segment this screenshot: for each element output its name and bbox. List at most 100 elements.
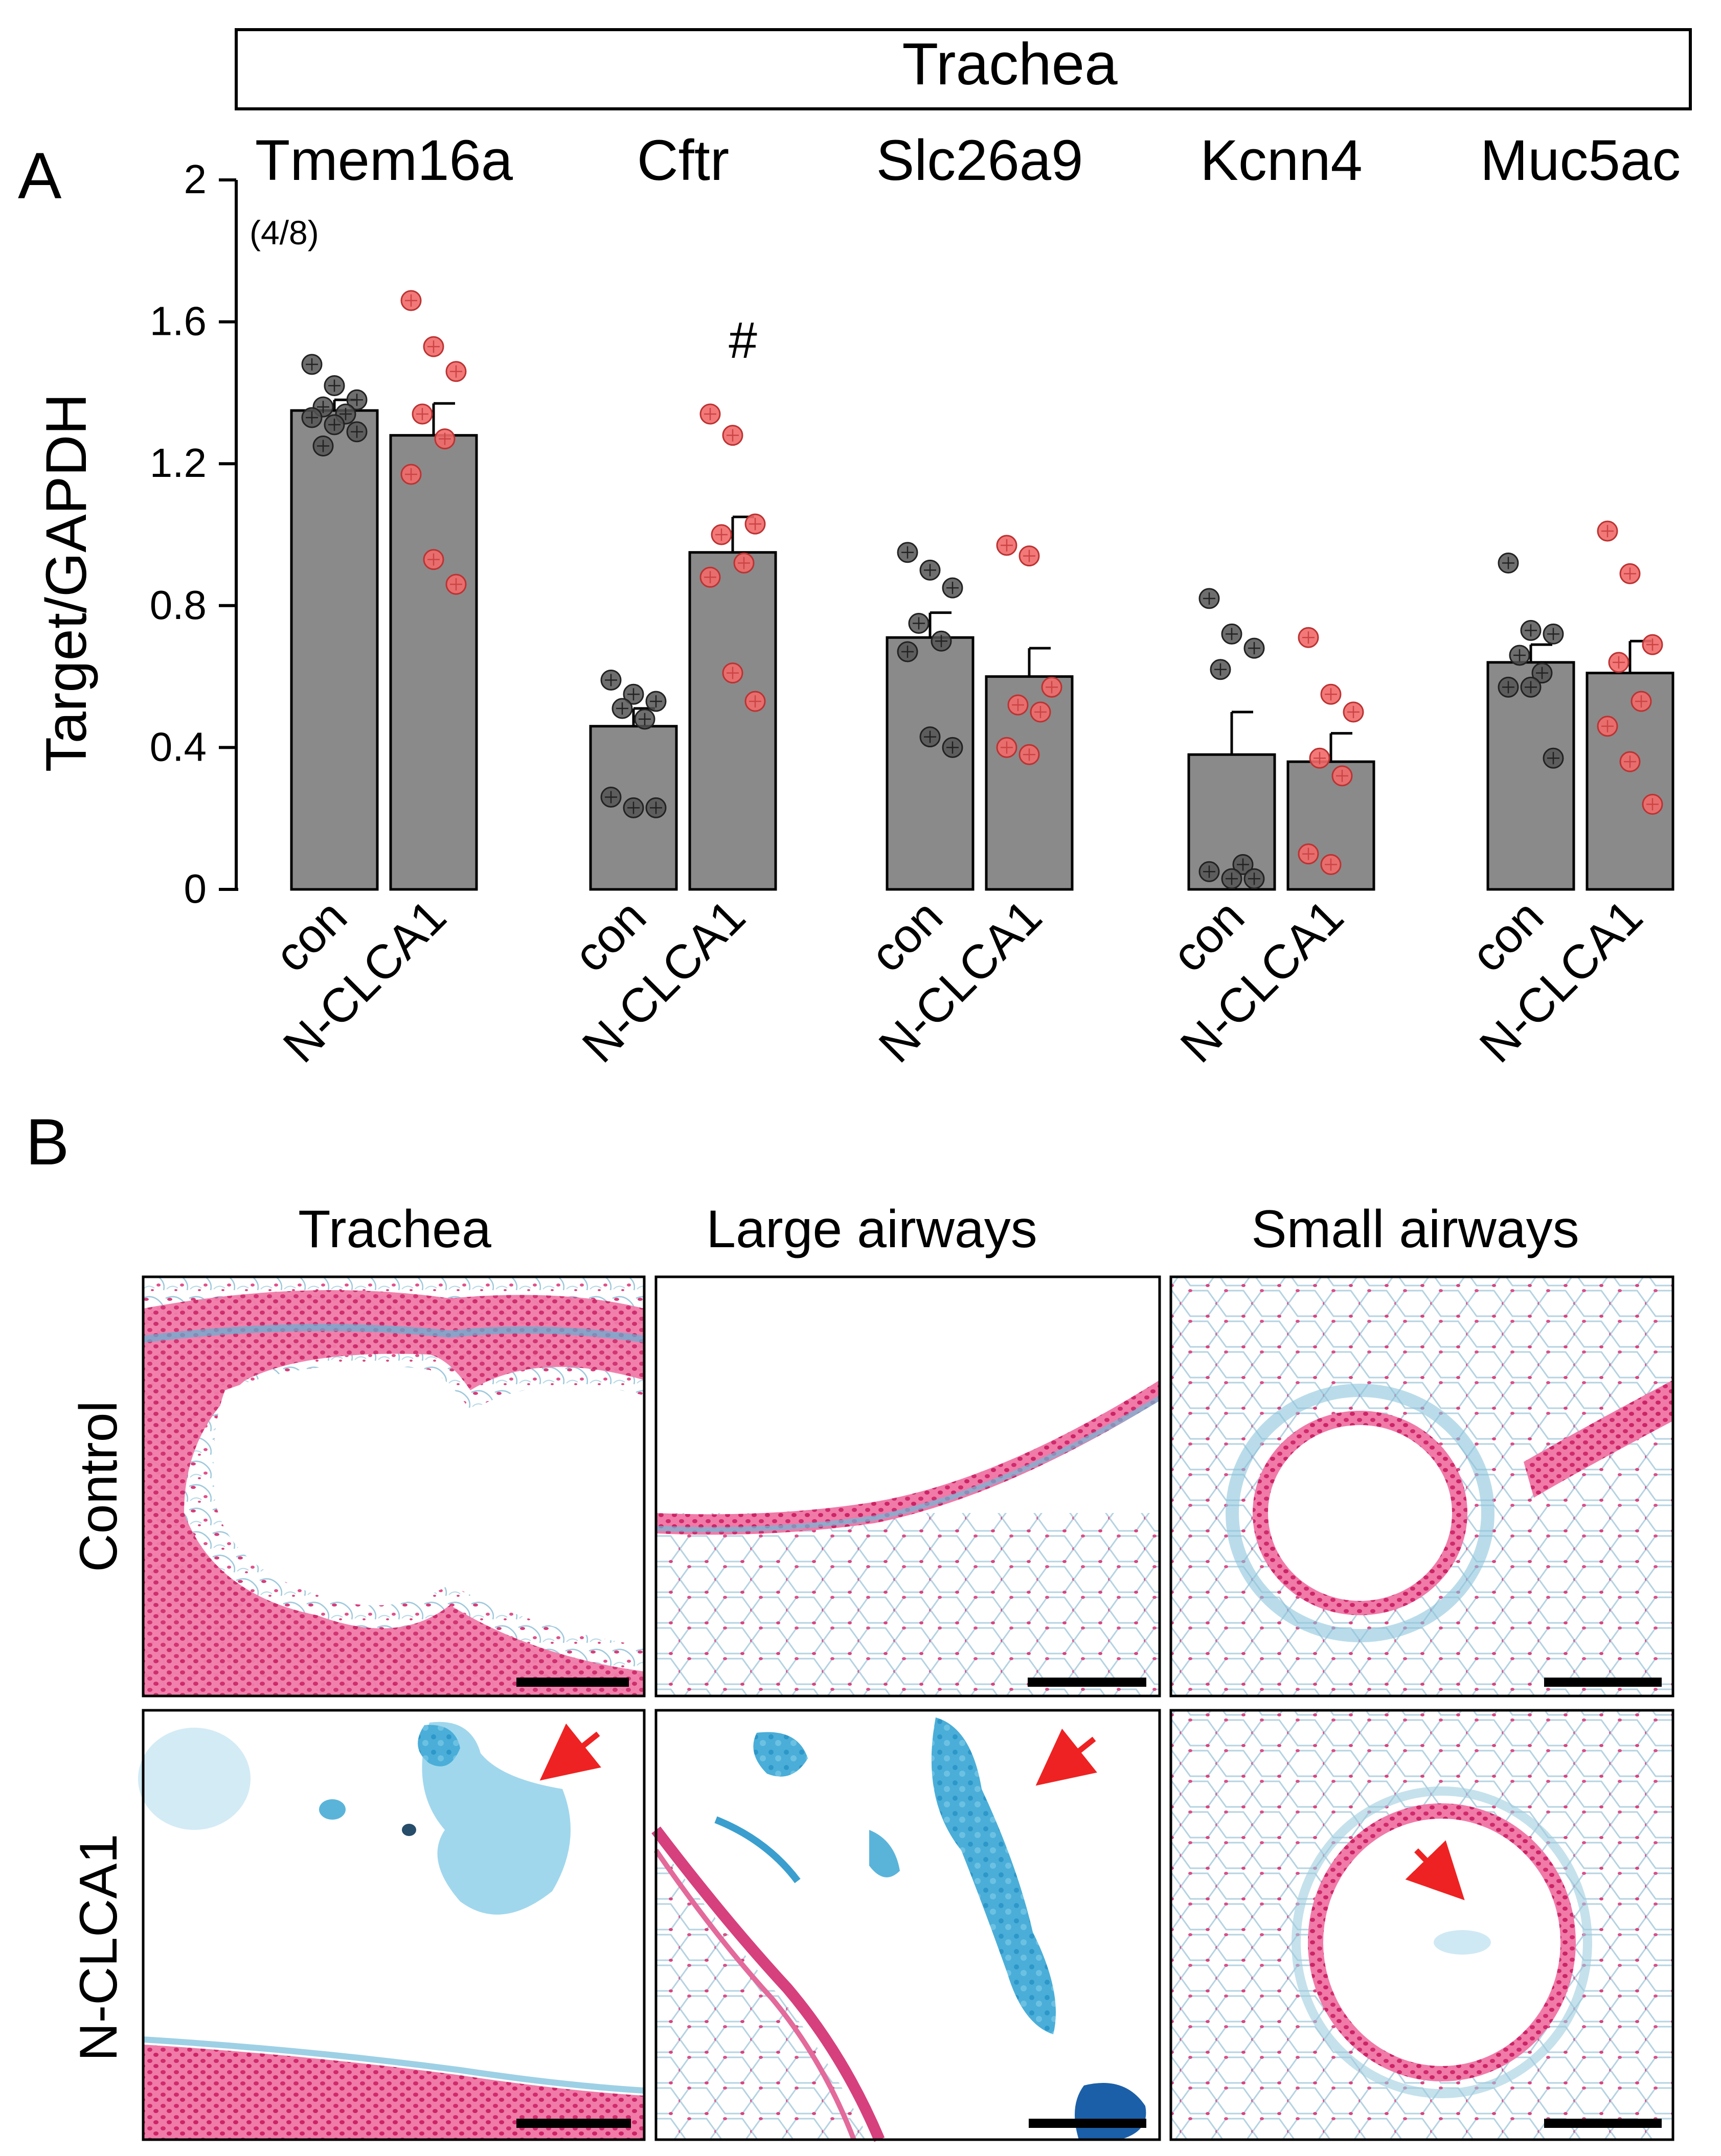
data-point bbox=[1498, 553, 1519, 574]
data-point bbox=[722, 662, 743, 684]
scale-bar bbox=[1028, 1678, 1146, 1687]
column-title-large-airways: Large airways bbox=[706, 1200, 1037, 1259]
data-point bbox=[931, 630, 952, 652]
data-point bbox=[1642, 793, 1663, 815]
panel-label-b: B bbox=[26, 1106, 69, 1179]
y-tick-label: 0 bbox=[184, 866, 207, 911]
data-point bbox=[1331, 765, 1353, 787]
group-label: Cftr bbox=[637, 128, 729, 192]
y-axis-label: Target/GAPDH bbox=[34, 394, 98, 772]
data-point bbox=[400, 290, 422, 311]
data-point bbox=[623, 683, 644, 705]
data-point bbox=[1642, 634, 1663, 655]
data-point bbox=[445, 574, 467, 595]
data-point bbox=[1018, 545, 1040, 567]
data-point bbox=[711, 524, 732, 545]
data-point bbox=[1243, 637, 1265, 659]
scale-bar bbox=[1544, 2119, 1662, 2128]
data-point bbox=[1041, 676, 1062, 698]
data-point bbox=[423, 549, 444, 570]
data-point bbox=[1520, 620, 1542, 641]
data-point bbox=[1343, 701, 1364, 723]
scale-bar bbox=[1029, 2119, 1146, 2128]
bar bbox=[688, 551, 777, 891]
data-point bbox=[412, 403, 433, 425]
data-point bbox=[1198, 588, 1220, 609]
column-title-trachea: Trachea bbox=[298, 1200, 491, 1259]
n-annotation: (4/8) bbox=[250, 214, 319, 251]
micrograph-nclca1-trachea bbox=[138, 1709, 646, 2141]
data-point bbox=[1498, 676, 1519, 698]
data-point bbox=[1018, 744, 1040, 765]
micrograph-control-trachea bbox=[142, 1275, 646, 1698]
data-point bbox=[324, 375, 345, 397]
bar bbox=[389, 434, 478, 891]
data-point bbox=[942, 577, 963, 599]
data-point bbox=[897, 641, 918, 662]
data-point bbox=[1619, 751, 1641, 772]
data-point bbox=[1509, 645, 1530, 666]
data-point bbox=[346, 421, 368, 443]
data-point bbox=[1597, 520, 1618, 542]
data-point bbox=[1619, 563, 1641, 584]
plot-area: Tmem16aconN-CLCA1CftrconN-CLCA1Slc26a9co… bbox=[236, 128, 1681, 1073]
data-point bbox=[699, 403, 721, 425]
data-point bbox=[423, 336, 444, 357]
data-point bbox=[1309, 747, 1330, 769]
data-point bbox=[400, 464, 422, 485]
data-point bbox=[645, 691, 667, 712]
scale-bar bbox=[516, 2119, 631, 2128]
micrograph-control-small-airways bbox=[1169, 1275, 1674, 1698]
data-point bbox=[1531, 662, 1553, 684]
data-point bbox=[908, 613, 930, 634]
row-label-nclca1: N-CLCA1 bbox=[69, 1834, 128, 2061]
y-tick-label: 2 bbox=[184, 156, 207, 202]
data-point bbox=[1221, 868, 1242, 889]
data-point bbox=[1030, 701, 1051, 723]
group-label: Tmem16a bbox=[255, 128, 513, 192]
data-point bbox=[744, 691, 766, 712]
data-point bbox=[1210, 659, 1231, 680]
y-tick-label: 0.4 bbox=[150, 724, 207, 769]
y-tick-label: 1.6 bbox=[150, 299, 207, 344]
bar bbox=[886, 636, 975, 891]
data-point bbox=[919, 559, 941, 581]
data-point bbox=[1608, 652, 1629, 673]
data-point bbox=[600, 670, 622, 691]
data-point bbox=[919, 726, 941, 748]
data-point bbox=[445, 361, 467, 382]
data-point bbox=[1007, 694, 1029, 716]
y-axis: 0 0.4 0.8 1.2 1.6 2 bbox=[150, 156, 238, 911]
data-point bbox=[733, 553, 755, 574]
data-point bbox=[1232, 854, 1254, 875]
data-point bbox=[434, 428, 456, 450]
data-point bbox=[1597, 716, 1618, 737]
data-point bbox=[942, 737, 963, 758]
group-label: Muc5ac bbox=[1480, 128, 1681, 192]
bar bbox=[985, 675, 1074, 891]
data-point bbox=[744, 513, 766, 535]
data-point bbox=[312, 435, 334, 456]
data-point bbox=[612, 698, 633, 719]
bar bbox=[1486, 661, 1575, 891]
data-point bbox=[600, 787, 622, 808]
data-point bbox=[1520, 676, 1542, 698]
data-point bbox=[645, 797, 667, 818]
data-point bbox=[897, 542, 918, 563]
data-point bbox=[301, 407, 323, 428]
data-point bbox=[1298, 843, 1319, 865]
bar bbox=[1586, 672, 1674, 891]
arrow-marker bbox=[1405, 1840, 1465, 1900]
data-point bbox=[996, 737, 1017, 758]
row-label-control: Control bbox=[69, 1401, 128, 1572]
data-point bbox=[1543, 623, 1564, 645]
header-title: Trachea bbox=[902, 31, 1118, 97]
data-point bbox=[1320, 854, 1342, 875]
data-point bbox=[634, 708, 655, 730]
data-point bbox=[623, 797, 644, 818]
data-point bbox=[1631, 691, 1652, 712]
data-point bbox=[699, 566, 721, 588]
y-tick-label: 1.2 bbox=[150, 440, 207, 486]
group-label: Kcnn4 bbox=[1200, 128, 1363, 192]
